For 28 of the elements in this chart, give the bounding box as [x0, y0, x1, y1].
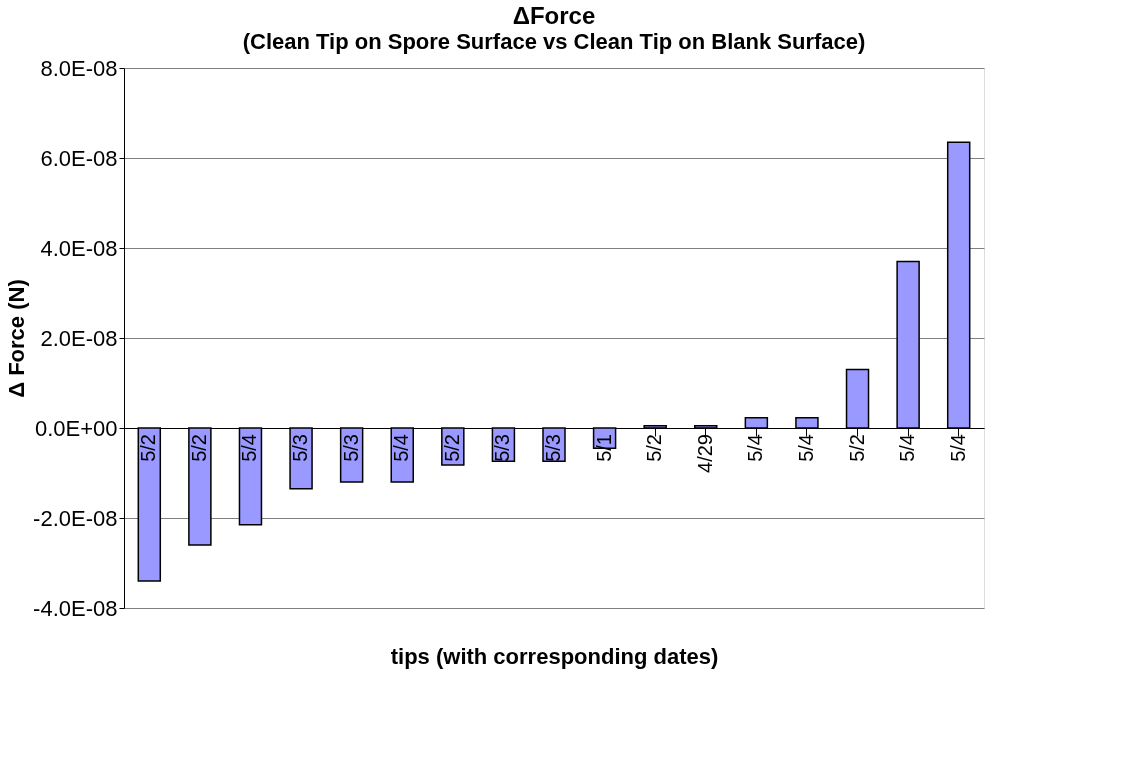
x-axis-title: tips (with corresponding dates) — [390, 644, 719, 669]
y-axis-title: Δ Force (N) — [4, 279, 30, 398]
x-tick-label: 5/4 — [794, 434, 817, 462]
x-tick-label: 5/4 — [238, 434, 261, 462]
y-tick-label: 2.0E-08 — [40, 325, 118, 351]
y-tick-label: -4.0E-08 — [33, 595, 118, 621]
x-tick-label: 5/2 — [643, 434, 666, 462]
x-tick-label: 5/3 — [339, 434, 362, 462]
x-tick-label: 5/4 — [896, 434, 919, 462]
x-tick-label: 4/29 — [693, 434, 716, 473]
x-tick-label: 5/1 — [592, 434, 615, 462]
x-tick-label: 5/2 — [137, 434, 160, 462]
y-tick-label: 4.0E-08 — [40, 235, 118, 261]
x-tick-label: 5/3 — [289, 434, 312, 462]
x-tick-label: 5/3 — [491, 434, 514, 462]
y-tick-label: 6.0E-08 — [40, 145, 118, 171]
x-tick-label: 5/2 — [440, 434, 463, 462]
chart-title: ΔForce — [512, 2, 596, 29]
chart-subtitle: (Clean Tip on Spore Surface vs Clean Tip on Blank Surface) — [242, 29, 866, 54]
y-tick-label: -2.0E-08 — [33, 505, 118, 531]
x-tick-label: 5/4 — [744, 434, 767, 462]
x-tick-label: 5/3 — [542, 434, 564, 462]
x-tick-label: 5/2 — [845, 434, 868, 462]
x-tick-label: 5/2 — [187, 434, 210, 462]
y-tick-label: 0.0E+00 — [34, 415, 118, 441]
x-tick-label: 5/4 — [946, 434, 969, 462]
x-tick-label: 5/4 — [390, 434, 413, 462]
y-tick-label: 8.0E-08 — [40, 55, 118, 81]
